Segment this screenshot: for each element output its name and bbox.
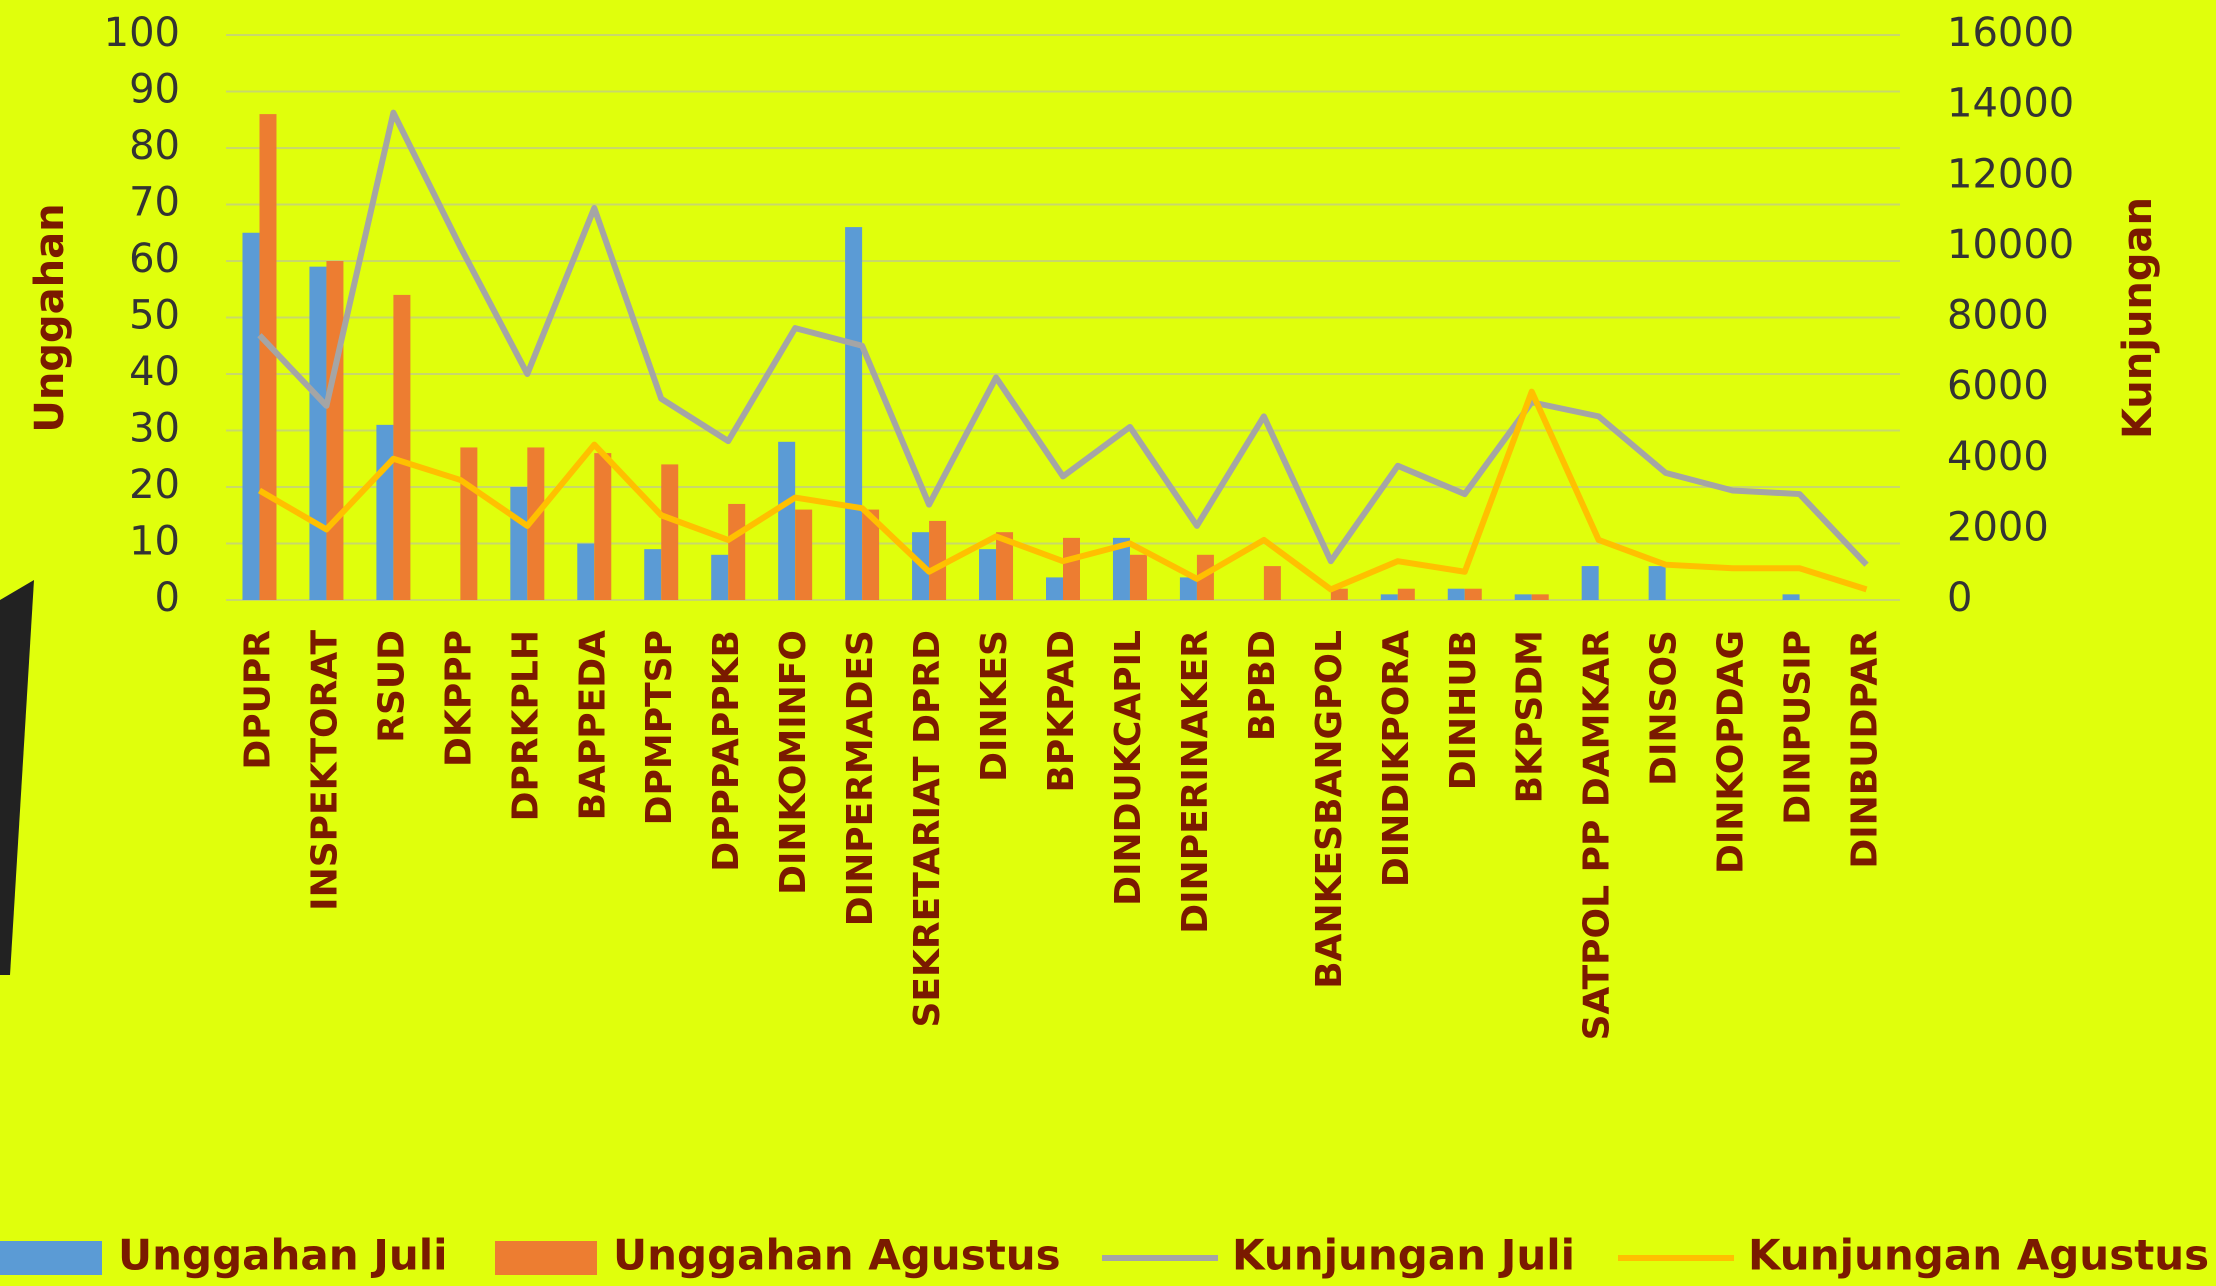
bar [326,261,343,600]
bar [259,114,276,600]
y-tick-label: 40 [129,349,180,395]
bar [1381,594,1398,600]
bar [711,555,728,600]
bar [979,549,996,600]
bar [1783,594,1800,600]
y2-tick-label: 8000 [1947,293,2049,339]
y2-tick-label: 14000 [1947,81,2074,127]
bar [644,549,661,600]
legend-swatch [0,1241,102,1275]
x-tick-label: DKPPP [438,630,479,767]
bar [1582,566,1599,600]
legend-label: Unggahan Juli [118,1231,448,1280]
y2-tick-label: 0 [1947,575,1972,621]
y2-tick-label: 12000 [1947,151,2074,197]
x-tick-label: DPRKPLH [505,630,546,821]
x-tick-label: SEKRETARIAT DPRD [907,630,948,1027]
bar [1532,594,1549,600]
x-tick-label: DINDIKPORA [1376,630,1417,887]
bar [1046,577,1063,600]
bar [661,464,678,600]
bar [1448,589,1465,600]
bar [1515,594,1532,600]
bar [577,544,594,601]
bar [1063,538,1080,600]
x-tick-label: DINPUSIP [1778,630,1819,825]
bar [1264,566,1281,600]
y-tick-label: 90 [129,67,180,113]
x-tick-label: RSUD [371,630,412,743]
y-axis-title: Unggahan [27,203,73,432]
x-tick-label: BPBD [1242,630,1283,741]
bar [376,425,393,600]
y-tick-label: 80 [129,123,180,169]
legend-label: Kunjungan Agustus [1748,1231,2209,1280]
x-tick-label: DINHUB [1443,630,1484,790]
x-tick-label: DINPERINAKER [1175,630,1216,934]
legend-swatch [495,1241,597,1275]
x-tick-label: BANKESBANGPOL [1309,630,1350,989]
x-tick-label: DINKOPDAG [1711,630,1752,874]
y-tick-label: 10 [129,519,180,565]
y-tick-label: 60 [129,236,180,282]
bar [778,442,795,600]
y2-tick-label: 2000 [1947,504,2049,550]
x-tick-label: DINKES [974,630,1015,782]
y2-tick-label: 16000 [1947,10,2074,56]
bar [309,267,326,600]
y2-axis-title: Kunjungan [2115,197,2161,439]
legend-label: Kunjungan Juli [1232,1231,1575,1280]
legend-label: Unggahan Agustus [613,1231,1061,1280]
y-tick-label: 20 [129,462,180,508]
bar [1465,589,1482,600]
bar [460,447,477,600]
bar [510,487,527,600]
x-tick-label: DINBUDPAR [1845,630,1886,869]
x-tick-label: DINSOS [1644,630,1685,786]
y2-tick-label: 4000 [1947,434,2049,480]
x-tick-label: DPMPTSP [639,630,680,825]
y-tick-label: 50 [129,293,180,339]
x-tick-label: DINKOMINFO [773,630,814,895]
bar [1130,555,1147,600]
x-tick-label: DINPERMADES [840,630,881,926]
bar [242,233,259,600]
x-tick-label: DINDUKCAPIL [1108,630,1149,906]
y2-tick-label: 10000 [1947,222,2074,268]
bar [929,521,946,600]
bar [795,510,812,600]
bar [1649,566,1666,600]
y2-tick-label: 6000 [1947,363,2049,409]
bar [728,504,745,600]
x-tick-label: INSPEKTORAT [304,630,345,911]
y-tick-label: 30 [129,406,180,452]
chart: Unggahan Kunjungan 0 10 20 30 40 50 60 70 80 90 10… [0,0,2216,1286]
y-tick-label: 70 [129,180,180,226]
y-tick-label: 100 [104,10,180,56]
x-tick-label: DPUPR [237,630,278,770]
x-tick-label: DPPPAPPKB [706,630,747,872]
bar [845,227,862,600]
x-tick-label: BAPPEDA [572,630,613,821]
bar [594,453,611,600]
bar [1398,589,1415,600]
y-tick-label: 0 [155,575,180,621]
x-tick-label: BKPSDM [1510,630,1551,803]
bar [393,295,410,600]
x-tick-label: SATPOL PP DAMKAR [1577,630,1618,1040]
x-tick-label: BPKPAD [1041,630,1082,793]
